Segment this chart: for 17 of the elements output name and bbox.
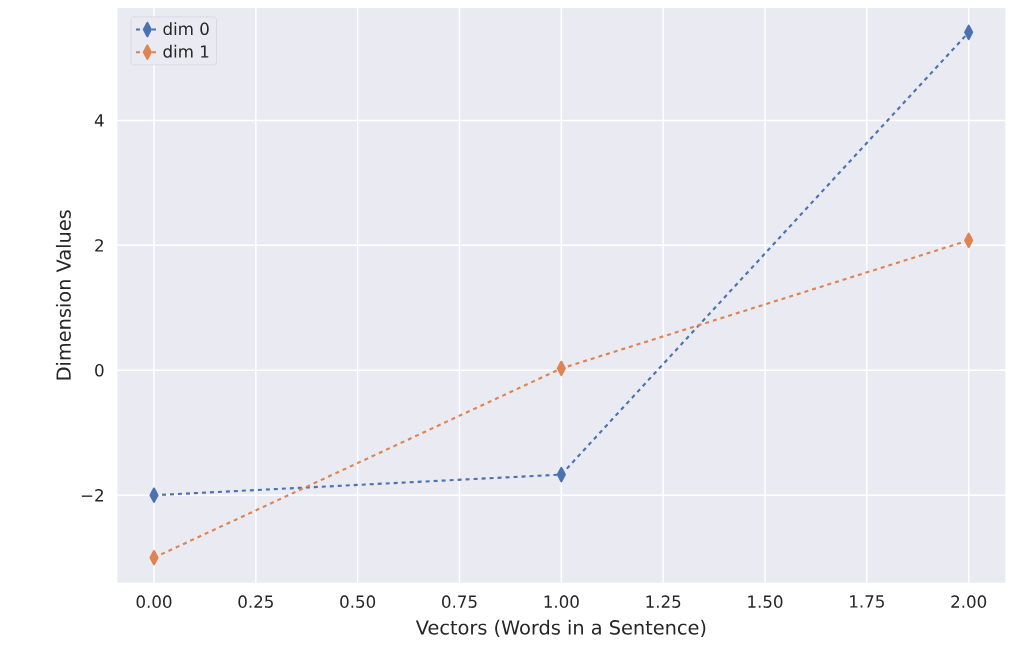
y-tick-label: 4 xyxy=(94,114,104,127)
x-tick-label: 0.25 xyxy=(238,595,273,609)
y-tick-label: −2 xyxy=(81,489,103,502)
y-tick-label: 2 xyxy=(95,239,103,252)
x-tick-label: 0.50 xyxy=(340,595,376,609)
x-axis-title: Vectors (Words in a Sentence) xyxy=(415,619,706,638)
x-tick-label: 0.00 xyxy=(136,595,172,609)
legend-label: dim 1 xyxy=(163,45,209,58)
x-tick-label: 1.00 xyxy=(544,595,579,609)
x-tick-label: 2.00 xyxy=(951,595,987,609)
x-tick-label: 0.75 xyxy=(442,595,477,609)
legend-label: dim 0 xyxy=(163,22,209,36)
x-tick-label: 1.75 xyxy=(850,595,884,608)
x-tick-label: 1.50 xyxy=(748,595,783,609)
x-tick-label: 1.25 xyxy=(646,595,681,609)
y-axis-title: Dimension Values xyxy=(55,210,71,380)
y-tick-label: 0 xyxy=(95,364,104,377)
